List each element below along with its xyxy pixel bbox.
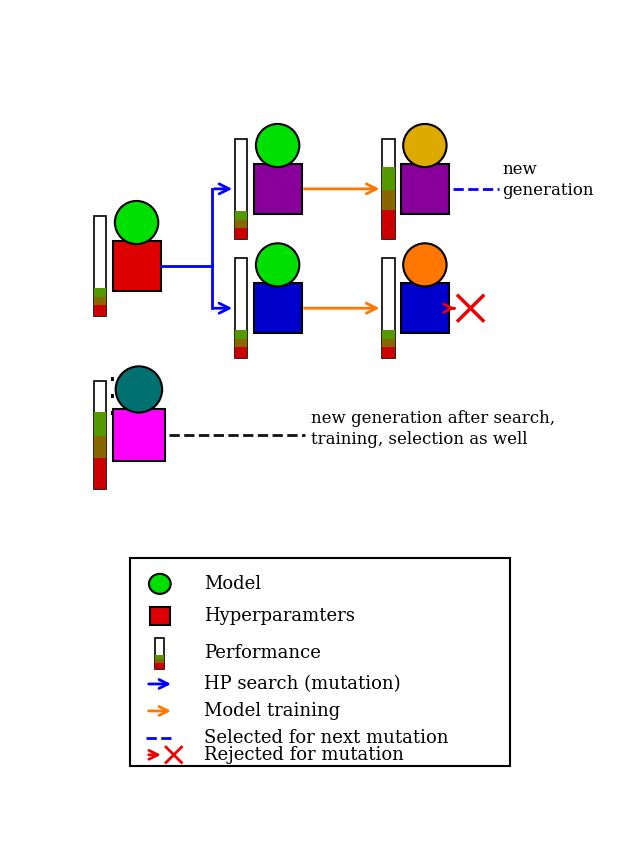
Bar (94, 381, 106, 490)
Bar (253, 283, 301, 333)
Bar (382, 167, 395, 190)
Bar (113, 240, 161, 291)
Bar (94, 288, 106, 297)
Bar (155, 638, 164, 668)
Bar (382, 210, 395, 239)
Text: Hyperparamters: Hyperparamters (204, 608, 355, 625)
Bar (94, 216, 106, 316)
Text: ·: · (108, 401, 117, 430)
Bar (131, 558, 510, 766)
Text: new
generation: new generation (502, 161, 594, 199)
Ellipse shape (403, 124, 447, 167)
Bar (155, 654, 164, 659)
Text: ·: · (108, 385, 117, 412)
Bar (235, 330, 248, 339)
Bar (235, 211, 248, 220)
Bar (94, 297, 106, 305)
Text: Model: Model (204, 575, 261, 593)
Bar (382, 139, 395, 239)
Bar (113, 409, 165, 462)
Bar (382, 330, 395, 339)
Bar (150, 607, 170, 626)
Bar (235, 258, 248, 358)
Text: Rejected for mutation: Rejected for mutation (204, 746, 404, 764)
Ellipse shape (256, 124, 300, 167)
Text: ·: · (108, 367, 117, 395)
Bar (235, 339, 248, 347)
Ellipse shape (115, 201, 158, 244)
Bar (94, 411, 106, 437)
Bar (155, 663, 164, 668)
Bar (94, 458, 106, 490)
Bar (401, 283, 449, 333)
Ellipse shape (149, 574, 171, 594)
Text: Performance: Performance (204, 644, 321, 662)
Bar (155, 659, 164, 663)
Text: new generation after search,
training, selection as well: new generation after search, training, s… (311, 411, 555, 448)
Bar (94, 305, 106, 316)
Bar (94, 437, 106, 458)
Ellipse shape (116, 366, 162, 412)
Bar (235, 227, 248, 239)
Bar (235, 139, 248, 239)
Bar (382, 347, 395, 358)
Bar (382, 258, 395, 358)
Bar (253, 164, 301, 214)
Bar (235, 220, 248, 227)
Text: Model training: Model training (204, 702, 340, 720)
Text: Selected for next mutation: Selected for next mutation (204, 729, 449, 746)
Bar (401, 164, 449, 214)
Text: HP search (mutation): HP search (mutation) (204, 675, 401, 693)
Ellipse shape (403, 243, 447, 286)
Bar (235, 347, 248, 358)
Bar (382, 339, 395, 347)
Ellipse shape (256, 243, 300, 286)
Bar (382, 190, 395, 210)
